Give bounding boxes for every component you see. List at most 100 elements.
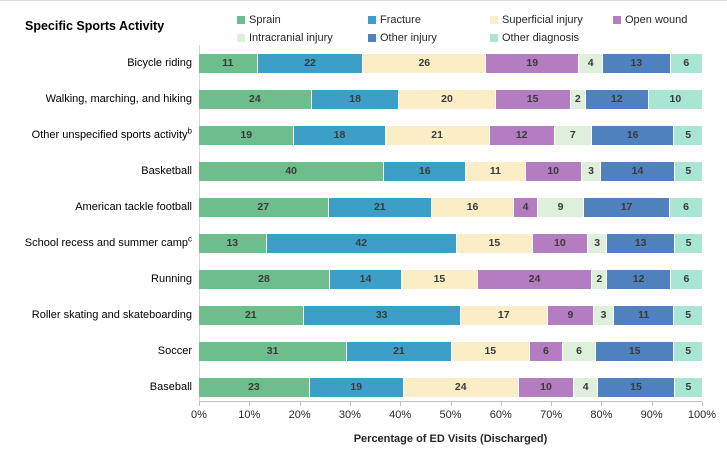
bar-segment: 16 [383, 161, 466, 181]
category-label: Bicycle riding [127, 57, 192, 69]
bar-segment: 6 [669, 197, 702, 217]
legend-swatch-icon [237, 34, 245, 42]
bar-segment: 7 [553, 125, 591, 145]
stacked-bar: 28 14 15 24 2 12 6 [199, 269, 702, 289]
bar-segment: 4 [513, 197, 538, 217]
bar-segment: 16 [431, 197, 513, 217]
bar-rows: Bicycle riding 11 22 26 19 4 13 6 Walking, march… [0, 45, 703, 405]
axis-tick-label: 40% [389, 409, 412, 421]
bar-segment: 13 [199, 233, 266, 253]
bar-segment: 9 [537, 197, 583, 217]
bar-segment: 26 [362, 53, 486, 73]
bar-segment: 13 [602, 53, 670, 73]
legend-label: Sprain [249, 14, 281, 26]
legend-label: Other injury [380, 32, 437, 44]
stacked-bar: 27 21 16 4 9 17 6 [199, 197, 702, 217]
bar-row: Basketball 40 16 11 10 3 14 5 [0, 153, 702, 189]
bar-segment: 17 [459, 305, 547, 325]
axis-tick [450, 402, 452, 406]
legend-item-4: Intracranial injury [237, 32, 368, 44]
x-axis-line [199, 401, 702, 402]
axis-tick-label: 70% [540, 409, 563, 421]
legend-item-2: Superficial injury [490, 14, 613, 26]
bar-segment: 24 [476, 269, 592, 289]
legend-swatch-icon [368, 34, 376, 42]
bar-segment: 17 [582, 197, 670, 217]
stacked-bar: 19 18 21 12 7 16 5 [199, 125, 702, 145]
bar-row: Walking, marching, and hiking 24 18 20 15 2 12… [0, 81, 703, 117]
bar-segment: 11 [613, 305, 674, 325]
bar-segment: 21 [327, 197, 432, 217]
category-label: Soccer [157, 345, 192, 357]
axis-tick-label: 90% [640, 409, 663, 421]
legend-item-5: Other injury [368, 32, 490, 44]
category-label: Basketball [141, 165, 192, 177]
stacked-bar: 21 33 17 9 3 11 5 [199, 305, 702, 325]
stacked-bar: 23 19 24 10 4 15 5 [199, 377, 703, 397]
bar-row: Bicycle riding 11 22 26 19 4 13 6 [0, 45, 702, 81]
legend-label: Open wound [625, 14, 688, 26]
chart-title: Specific Sports Activity [25, 19, 165, 33]
stacked-bar: 11 22 26 19 4 13 6 [199, 53, 702, 73]
bar-segment: 42 [265, 233, 456, 253]
bar-segment: 4 [573, 377, 598, 397]
bar-segment: 21 [346, 341, 451, 361]
bar-segment: 21 [199, 305, 303, 325]
axis-tick-label: 10% [238, 409, 261, 421]
y-axis-line [199, 45, 200, 401]
legend-item-0: Sprain [237, 14, 368, 26]
axis-tick-label: 20% [288, 409, 311, 421]
axis-tick [400, 402, 402, 406]
category-label: Roller skating and skateboarding [31, 309, 192, 321]
axis-tick [349, 402, 351, 406]
axis-tick [651, 402, 653, 406]
legend-swatch-icon [490, 34, 498, 42]
bar-segment: 3 [593, 305, 614, 325]
bar-segment: 14 [600, 161, 674, 181]
axis-tick [199, 402, 200, 406]
bar-segment: 12 [488, 125, 554, 145]
axis-tick [702, 402, 703, 406]
bar-segment: 15 [595, 341, 674, 361]
axis-tick [601, 402, 603, 406]
legend-item-6: Other diagnosis [490, 32, 613, 44]
bar-segment: 19 [199, 125, 294, 145]
axis-tick-label: 60% [489, 409, 512, 421]
bar-segment: 11 [465, 161, 525, 181]
bar-segment: 6 [669, 269, 702, 289]
bar-segment: 24 [402, 377, 518, 397]
x-axis-title: Percentage of ED Visits (Discharged) [353, 433, 548, 445]
category-label: Running [151, 273, 192, 285]
bar-segment: 23 [199, 377, 309, 397]
bar-segment: 15 [494, 89, 570, 109]
bar-segment: 10 [517, 377, 574, 397]
legend-swatch-icon [490, 16, 498, 24]
bar-segment: 3 [580, 161, 601, 181]
category-label: Walking, marching, and hiking [45, 93, 192, 105]
bar-segment: 15 [400, 269, 477, 289]
legend-item-3: Open wound [613, 14, 687, 26]
bar-segment: 4 [578, 53, 603, 73]
bar-segment: 22 [256, 53, 363, 73]
bar-segment: 5 [673, 377, 703, 397]
footnote-marker: b [187, 126, 192, 136]
bar-segment: 5 [673, 341, 702, 361]
bar-segment: 24 [199, 89, 311, 109]
bar-row: School recess and summer campc 13 42 15 10 3 1… [0, 225, 702, 261]
axis-tick [249, 402, 251, 406]
bar-segment: 21 [384, 125, 489, 145]
axis-tick-label: 0% [191, 409, 207, 421]
legend-swatch-icon [237, 16, 245, 24]
legend-swatch-icon [368, 16, 376, 24]
category-label: School recess and summer campc [24, 234, 192, 249]
bar-segment: 40 [199, 161, 384, 181]
stacked-bar: 31 21 15 6 6 15 5 [199, 341, 702, 361]
bar-segment: 6 [528, 341, 562, 361]
category-label: Baseball [149, 381, 192, 393]
bar-segment: 3 [586, 233, 607, 253]
bar-segment: 2 [569, 89, 585, 109]
bar-segment: 19 [485, 53, 579, 73]
axis-tick [299, 402, 301, 406]
bar-segment: 18 [293, 125, 385, 145]
